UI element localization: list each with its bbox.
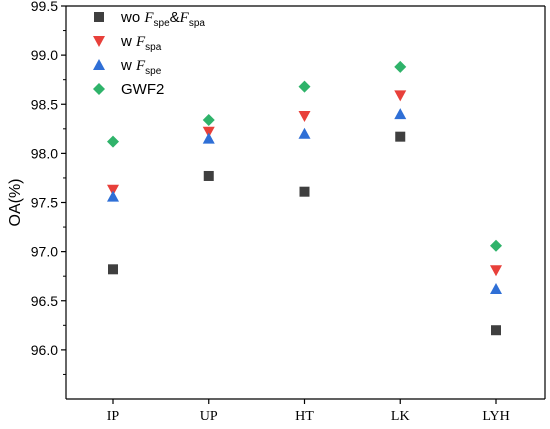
point-w_spa-ht: [298, 111, 311, 123]
x-tick-label: HT: [295, 409, 314, 424]
point-gwf2-ht: [298, 80, 311, 93]
legend-marker-w_spe: [93, 59, 105, 70]
x-tick-label: UP: [200, 409, 218, 424]
point-wo-ht: [299, 186, 310, 197]
data-points: [107, 60, 502, 336]
point-gwf2-up: [202, 113, 215, 126]
point-w_spa-lk: [394, 90, 407, 102]
y-tick-label: 99.5: [31, 0, 58, 14]
point-wo-ip: [108, 264, 118, 275]
y-tick-label: 97.5: [31, 195, 58, 211]
y-tick-label: 96.0: [31, 342, 58, 358]
legend-label-wo: wo Fspe&Fspa: [120, 9, 205, 29]
point-w_spe-up: [202, 132, 215, 144]
y-tick-label: 96.5: [31, 293, 58, 309]
point-w_spe-ip: [107, 190, 119, 202]
x-axis-ticks: IP UP HT LK LYH: [107, 399, 510, 424]
y-tick-label: 97.0: [31, 244, 58, 260]
legend: wo Fspe&Fspa w Fspa w Fspe GWF2: [93, 9, 205, 98]
x-tick-label: LK: [391, 409, 410, 424]
point-w_spa-lyh: [490, 265, 502, 277]
y-axis-title: OA(%): [7, 179, 24, 227]
point-gwf2-lyh: [490, 239, 502, 252]
legend-marker-w_spa: [93, 36, 105, 47]
legend-label-w_spa: w Fspa: [120, 33, 162, 53]
point-gwf2-ip: [107, 135, 119, 148]
point-w_spe-lyh: [490, 282, 502, 294]
x-tick-label: IP: [107, 409, 120, 424]
y-tick-label: 98.0: [31, 145, 58, 161]
point-w_spa-up: [202, 126, 215, 138]
legend-marker-gwf2: [93, 83, 105, 95]
point-w_spa-ip: [107, 184, 119, 196]
y-tick-label: 99.0: [31, 47, 58, 63]
point-wo-lyh: [491, 325, 501, 336]
point-gwf2-lk: [394, 60, 407, 73]
point-wo-lk: [395, 131, 406, 142]
y-axis-ticks: 96.0 96.5 97.0 97.5 98.0 98.5 99.0 99.5: [31, 0, 66, 375]
x-tick-label: LYH: [482, 409, 509, 424]
point-wo-up: [203, 170, 214, 181]
point-w_spe-ht: [298, 127, 311, 139]
y-tick-label: 98.5: [31, 96, 58, 112]
legend-label-gwf2: GWF2: [121, 81, 164, 98]
point-w_spe-lk: [394, 108, 407, 120]
legend-marker-wo: [94, 12, 104, 22]
legend-label-w_spe: w Fspe: [120, 57, 162, 77]
